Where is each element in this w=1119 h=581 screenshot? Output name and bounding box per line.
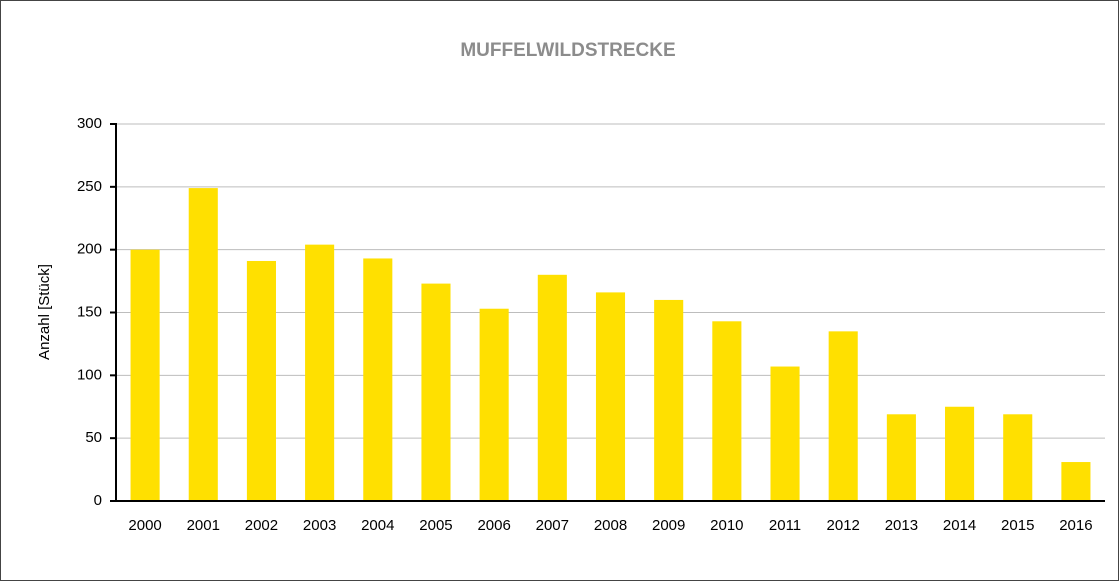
x-tick-label: 2000 [128,517,161,534]
y-tick-label: 300 [77,115,102,132]
y-tick-label: 0 [94,492,102,509]
x-tick-label: 2015 [1001,517,1034,534]
bar [945,406,975,501]
x-tick-label: 2002 [245,517,278,534]
bar [188,188,218,501]
bar [1061,462,1091,501]
bar [479,308,509,501]
x-tick-label: 2013 [885,517,918,534]
bar [1003,414,1033,501]
y-tick-label: 150 [77,303,102,320]
x-tick-label: 2005 [419,517,452,534]
bar [595,292,626,501]
bar [712,321,742,501]
y-axis-label: Anzahl [Stück] [36,264,53,360]
bar [363,258,393,501]
x-tick-label: 2010 [710,517,743,534]
x-tick-label: 2014 [943,517,976,534]
y-tick-label: 250 [77,178,102,195]
bar [828,331,858,501]
x-tick-label: 2001 [187,517,220,534]
x-tick-label: 2007 [536,517,569,534]
y-tick-label: 200 [77,241,102,258]
x-tick-label: 2009 [652,517,685,534]
bar [886,414,916,501]
x-tick-label: 2012 [827,517,860,534]
x-tick-label: 2003 [303,517,336,534]
x-tick-label: 2008 [594,517,627,534]
bar [246,260,276,501]
bar [305,244,335,501]
bar [421,283,451,501]
bar [654,299,684,501]
bar [130,249,160,501]
x-tick-label: 2016 [1059,517,1092,534]
bar [537,274,567,501]
bar [770,366,800,501]
x-tick-label: 2004 [361,517,394,534]
x-tick-label: 2011 [769,517,801,534]
x-tick-label: 2006 [477,517,510,534]
y-tick-label: 50 [85,429,102,446]
y-tick-label: 100 [77,366,102,383]
chart-title: MUFFELWILDSTRECKE [460,40,675,61]
